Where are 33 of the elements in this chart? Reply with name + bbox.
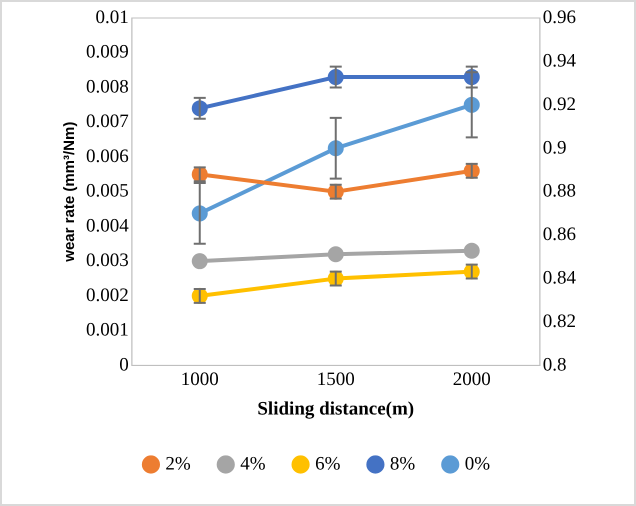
legend-label: 0% <box>464 453 490 474</box>
x-tick-label: 2000 <box>452 368 491 390</box>
y-tick-label: 0.01 <box>96 6 129 28</box>
y-tick-label: 0.004 <box>86 215 130 236</box>
x-tick-label: 1000 <box>180 368 219 390</box>
y2-tick-label: 0.86 <box>542 224 576 246</box>
y2-tick-label: 0.82 <box>542 310 576 332</box>
legend-label: 4% <box>240 453 266 474</box>
x-tick-label: 1500 <box>316 368 355 390</box>
x-axis-title: Sliding distance(m) <box>257 398 414 420</box>
y-tick-label: 0.002 <box>86 284 129 306</box>
y-tick-label: 0.003 <box>86 250 129 272</box>
y2-tick-label: 0.84 <box>542 268 576 289</box>
y2-tick-label: 0.9 <box>542 137 566 158</box>
y-tick-label: 0.009 <box>86 42 129 63</box>
y-axis-title: wear rate (mm³/Nm) <box>61 122 78 263</box>
legend-label: 2% <box>165 453 191 474</box>
point <box>192 253 208 270</box>
y2-tick-label: 0.88 <box>542 180 576 202</box>
y-tick-label: 0.006 <box>86 146 129 167</box>
y2-tick-label: 0.92 <box>542 94 576 115</box>
y-tick-label: 0.007 <box>86 111 129 132</box>
point <box>464 242 480 259</box>
point <box>328 246 344 262</box>
y-tick-label: 0 <box>119 354 129 376</box>
y-tick-label: 0.005 <box>86 180 129 202</box>
y-tick-label: 0.001 <box>86 320 129 341</box>
y2-tick-label: 0.94 <box>542 50 576 72</box>
y-tick-label: 0.008 <box>86 76 129 98</box>
y2-tick-label: 0.96 <box>542 6 576 28</box>
legend-label: 6% <box>315 453 341 474</box>
legend-label: 8% <box>390 453 416 474</box>
y2-tick-label: 0.8 <box>542 354 566 376</box>
